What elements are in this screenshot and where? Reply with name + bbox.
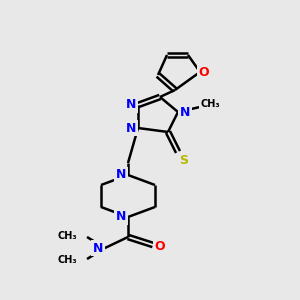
Text: O: O [199,65,209,79]
Text: CH₃: CH₃ [200,99,220,109]
Text: N: N [116,169,126,182]
Text: S: S [179,154,188,166]
Text: N: N [180,106,190,118]
Text: N: N [126,122,136,134]
Text: CH₃: CH₃ [57,231,77,241]
Text: N: N [126,98,136,112]
Text: CH₃: CH₃ [57,255,77,265]
Text: N: N [93,242,103,254]
Text: O: O [155,241,165,254]
Text: N: N [116,211,126,224]
